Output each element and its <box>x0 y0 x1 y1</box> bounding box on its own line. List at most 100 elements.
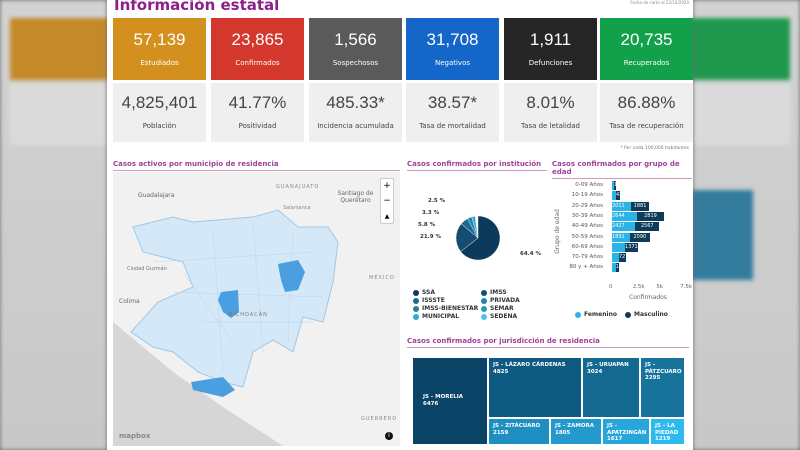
legend-item[interactable]: IMSS-BIENESTAR <box>413 305 478 312</box>
stat-label: Población <box>142 122 177 130</box>
treemap-cell[interactable]: JS - ZITÁCUARO 2159 <box>488 418 550 445</box>
map[interactable]: Guadalajara GUANAJUATO Salamanca Santiag… <box>113 172 400 446</box>
bar-masculino[interactable]: 1371 <box>624 242 638 252</box>
card-label: Estudiados <box>140 59 179 67</box>
pie-label: 21.9 % <box>420 234 441 240</box>
legend-item[interactable]: IMSS <box>481 289 507 296</box>
map-label: GUANAJUATO <box>276 184 320 190</box>
map-label: Ciudad Guzmán <box>127 266 167 272</box>
stat-value: 485.33* <box>326 93 385 112</box>
treemap-cell[interactable]: JS - URUAPAN 3024 <box>582 357 640 418</box>
age-chart-title: Casos confirmados por grupo de edad <box>552 160 692 179</box>
bar-masculino[interactable]: 2567 <box>635 222 660 232</box>
stat-label: Tasa de letalidad <box>521 122 580 130</box>
region-morelia[interactable] <box>278 260 305 292</box>
region-uruapan[interactable] <box>218 290 239 318</box>
mapbox-logo: mapbox <box>119 432 151 440</box>
bar-masculino[interactable]: 427 <box>615 191 621 201</box>
card-value: 31,708 <box>426 30 479 49</box>
bar-masculino[interactable]: 2819 <box>637 211 664 221</box>
legend-item[interactable]: SEMAR <box>481 305 514 312</box>
legend-swatch <box>413 289 419 296</box>
treemap-cell[interactable]: JS - MORELIA 6476 <box>412 357 488 445</box>
bar-masculino[interactable]: 1881 <box>631 201 649 211</box>
bar-masculino[interactable]: 198 <box>615 263 620 273</box>
legend-swatch <box>481 289 487 296</box>
bar-masculino[interactable]: 195 <box>613 181 616 190</box>
zoom-in-button[interactable]: + <box>383 181 391 191</box>
bar-femenino[interactable]: 2427 <box>612 222 636 232</box>
pie-label: 5.8 % <box>418 222 436 228</box>
bar-femenino[interactable]: 2011 <box>612 201 632 211</box>
treemap-cell[interactable]: JS - LA PIEDAD 1219 <box>650 418 685 445</box>
cell-value: 6476 <box>423 400 439 407</box>
legend-item[interactable]: PRIVADA <box>481 297 520 304</box>
map-label: Salamanca <box>283 205 311 211</box>
bar-femenino[interactable] <box>612 181 614 190</box>
stat-card: 4,825,401 Población <box>113 83 206 142</box>
card-label: Recuperados <box>623 59 670 67</box>
legend-item[interactable]: ISSSTE <box>413 297 445 304</box>
page-title: Información estatal <box>114 0 280 14</box>
age-category: 70-79 Años <box>571 254 603 261</box>
treemap-cell[interactable]: JS - LÁZARO CÁRDENAS 4825 <box>488 357 582 418</box>
card-defunciones: 1,911 Defunciones <box>504 18 597 80</box>
legend-item[interactable]: MUNICIPAL <box>413 313 459 320</box>
legend-label: SEDENA <box>490 313 518 320</box>
bar-femenino[interactable] <box>612 242 625 252</box>
compass-button[interactable]: ▲ <box>384 213 390 220</box>
bar-masculino[interactable]: 727 <box>618 253 626 263</box>
stat-label: Tasa de recuperación <box>609 122 684 130</box>
treemap-cell[interactable]: JS - ZAMORA 1805 <box>550 418 602 445</box>
pie-slice[interactable] <box>471 215 479 239</box>
map-label: MÉXICO <box>369 275 395 281</box>
card-value: 57,139 <box>133 30 186 49</box>
treemap-cell[interactable]: JS - APATZINGÁN 1617 <box>602 418 650 445</box>
card-label: Sospechosos <box>332 59 379 67</box>
treemap-cell[interactable]: JS - PÁTZCUARO 2295 <box>640 357 685 418</box>
cell-name: JS - LA PIEDAD <box>655 423 679 436</box>
legend-swatch <box>481 305 487 312</box>
bar-femenino[interactable] <box>612 191 616 201</box>
bar-masculino[interactable]: 2090 <box>629 232 650 242</box>
map-label: Colima <box>119 298 140 305</box>
x-tick: 0 <box>609 284 613 290</box>
y-axis-label: Grupo de edad <box>553 209 561 254</box>
cell-value: 1617 <box>607 436 623 443</box>
cell-value: 4825 <box>493 368 509 375</box>
cell-name: JS - ZITÁCUARO <box>493 423 541 429</box>
bar-femenino[interactable]: 2644 <box>612 211 638 221</box>
card-label: Defunciones <box>528 59 573 67</box>
cell-value: 2295 <box>645 375 661 382</box>
stat-card: 86.88% Tasa de recuperación <box>600 83 693 142</box>
bar-femenino[interactable] <box>612 253 619 263</box>
cell-name: JS - PÁTZCUARO <box>645 362 682 375</box>
info-icon[interactable]: i <box>385 432 393 440</box>
bar-femenino[interactable]: 1891 <box>612 232 630 242</box>
card-estudiados: 57,139 Estudiados <box>113 18 206 80</box>
legend-item[interactable]: SEDENA <box>481 313 517 320</box>
region-lazaro-cardenas[interactable] <box>191 377 235 397</box>
age-category: 50-59 Años <box>571 233 603 240</box>
map-zoom-controls: + − ▲ <box>380 178 394 224</box>
treemap-title: Casos confirmados por jurisdicción de re… <box>407 337 689 348</box>
stat-label: Incidencia acumulada <box>317 122 394 130</box>
legend-item[interactable]: Femenino <box>575 311 617 318</box>
legend-label: IMSS <box>490 289 507 296</box>
legend-item[interactable]: Masculino <box>625 311 668 318</box>
dashboard-panel: Información estatal Fecha de corte al 22… <box>107 0 693 450</box>
legend-label: Masculino <box>634 311 668 318</box>
map-title: Casos activos por municipio de residenci… <box>113 160 400 171</box>
age-category: 40-49 Años <box>571 223 603 230</box>
zoom-out-button[interactable]: − <box>383 196 391 206</box>
card-sospechosos: 1,566 Sospechosos <box>309 18 402 80</box>
cell-value: 1805 <box>555 429 571 436</box>
legend-item[interactable]: SSA <box>413 289 435 296</box>
x-axis-label: Confirmados <box>629 294 667 301</box>
footnote: * Por cada 100,000 habitantes <box>620 146 689 151</box>
blurred-background-right <box>693 0 800 450</box>
pie-slice[interactable] <box>460 215 501 261</box>
card-value: 1,911 <box>529 30 572 49</box>
cell-value: 3024 <box>587 368 603 375</box>
bar-femenino[interactable] <box>612 263 616 273</box>
